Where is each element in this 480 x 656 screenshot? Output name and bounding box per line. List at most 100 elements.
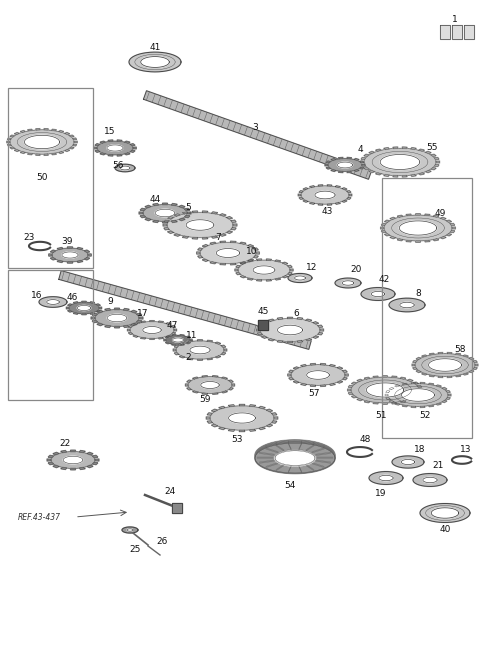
Polygon shape bbox=[131, 310, 137, 313]
Polygon shape bbox=[253, 266, 275, 274]
Polygon shape bbox=[362, 164, 365, 166]
Polygon shape bbox=[70, 147, 74, 149]
Polygon shape bbox=[192, 237, 198, 239]
Polygon shape bbox=[290, 269, 293, 271]
Polygon shape bbox=[288, 272, 292, 275]
Polygon shape bbox=[63, 456, 83, 464]
Polygon shape bbox=[171, 333, 176, 335]
Polygon shape bbox=[153, 220, 158, 222]
Polygon shape bbox=[51, 153, 57, 155]
Polygon shape bbox=[188, 377, 232, 394]
Polygon shape bbox=[274, 417, 278, 419]
Polygon shape bbox=[153, 203, 158, 205]
Polygon shape bbox=[240, 242, 246, 244]
Polygon shape bbox=[212, 409, 217, 412]
Polygon shape bbox=[145, 205, 151, 208]
Polygon shape bbox=[67, 247, 73, 248]
Polygon shape bbox=[93, 455, 98, 458]
Polygon shape bbox=[411, 148, 416, 150]
Polygon shape bbox=[140, 337, 145, 339]
Polygon shape bbox=[357, 379, 362, 382]
Polygon shape bbox=[360, 167, 364, 169]
Polygon shape bbox=[7, 144, 12, 146]
Polygon shape bbox=[187, 342, 191, 344]
Polygon shape bbox=[231, 228, 236, 230]
Polygon shape bbox=[436, 385, 441, 387]
Polygon shape bbox=[73, 302, 78, 304]
Polygon shape bbox=[70, 135, 74, 137]
Polygon shape bbox=[258, 320, 268, 330]
Text: 50: 50 bbox=[36, 173, 48, 182]
Polygon shape bbox=[71, 450, 75, 452]
Polygon shape bbox=[136, 314, 142, 316]
Polygon shape bbox=[295, 276, 305, 280]
Polygon shape bbox=[162, 203, 168, 205]
Polygon shape bbox=[20, 152, 25, 154]
Polygon shape bbox=[450, 224, 455, 226]
Polygon shape bbox=[198, 248, 203, 250]
Polygon shape bbox=[307, 371, 329, 379]
Polygon shape bbox=[97, 141, 133, 155]
Polygon shape bbox=[337, 162, 353, 168]
Polygon shape bbox=[66, 307, 69, 309]
Polygon shape bbox=[473, 361, 477, 363]
Polygon shape bbox=[49, 254, 52, 256]
Polygon shape bbox=[57, 260, 63, 262]
Bar bbox=[382, 178, 472, 438]
Text: 18: 18 bbox=[414, 445, 426, 453]
Polygon shape bbox=[172, 503, 182, 513]
Polygon shape bbox=[342, 370, 347, 373]
Polygon shape bbox=[236, 265, 240, 268]
Text: 42: 42 bbox=[378, 276, 390, 285]
Polygon shape bbox=[259, 406, 265, 409]
Polygon shape bbox=[450, 230, 455, 233]
Polygon shape bbox=[275, 451, 315, 466]
Polygon shape bbox=[436, 403, 441, 405]
Polygon shape bbox=[50, 258, 56, 260]
Polygon shape bbox=[143, 327, 161, 333]
Polygon shape bbox=[220, 263, 226, 265]
Polygon shape bbox=[419, 173, 424, 175]
Polygon shape bbox=[174, 329, 177, 331]
Polygon shape bbox=[67, 262, 73, 263]
Polygon shape bbox=[216, 249, 240, 257]
Polygon shape bbox=[166, 323, 171, 325]
Polygon shape bbox=[348, 386, 353, 388]
Polygon shape bbox=[300, 383, 307, 386]
Polygon shape bbox=[36, 154, 40, 155]
Polygon shape bbox=[425, 171, 431, 173]
Polygon shape bbox=[200, 242, 256, 264]
Text: 23: 23 bbox=[24, 232, 35, 241]
Polygon shape bbox=[57, 247, 63, 249]
Polygon shape bbox=[14, 133, 19, 134]
Polygon shape bbox=[335, 203, 340, 204]
Polygon shape bbox=[272, 421, 277, 423]
Polygon shape bbox=[130, 321, 174, 338]
Polygon shape bbox=[438, 352, 443, 354]
Text: 59: 59 bbox=[199, 396, 211, 405]
Polygon shape bbox=[464, 25, 474, 39]
Polygon shape bbox=[291, 365, 345, 385]
Polygon shape bbox=[438, 376, 443, 377]
Polygon shape bbox=[190, 339, 192, 341]
Polygon shape bbox=[297, 318, 303, 319]
Polygon shape bbox=[289, 370, 294, 373]
Polygon shape bbox=[59, 271, 311, 350]
Polygon shape bbox=[141, 56, 169, 68]
Polygon shape bbox=[250, 405, 256, 407]
Polygon shape bbox=[53, 465, 59, 468]
Polygon shape bbox=[90, 302, 95, 304]
Polygon shape bbox=[140, 209, 145, 211]
Polygon shape bbox=[171, 344, 176, 345]
Polygon shape bbox=[227, 231, 232, 234]
Polygon shape bbox=[331, 169, 336, 171]
Polygon shape bbox=[97, 323, 103, 325]
Polygon shape bbox=[277, 340, 283, 342]
Polygon shape bbox=[117, 140, 122, 142]
Polygon shape bbox=[210, 242, 216, 244]
Polygon shape bbox=[52, 248, 88, 262]
Polygon shape bbox=[389, 298, 425, 312]
Polygon shape bbox=[122, 527, 138, 533]
Polygon shape bbox=[441, 217, 446, 220]
Polygon shape bbox=[446, 234, 452, 236]
